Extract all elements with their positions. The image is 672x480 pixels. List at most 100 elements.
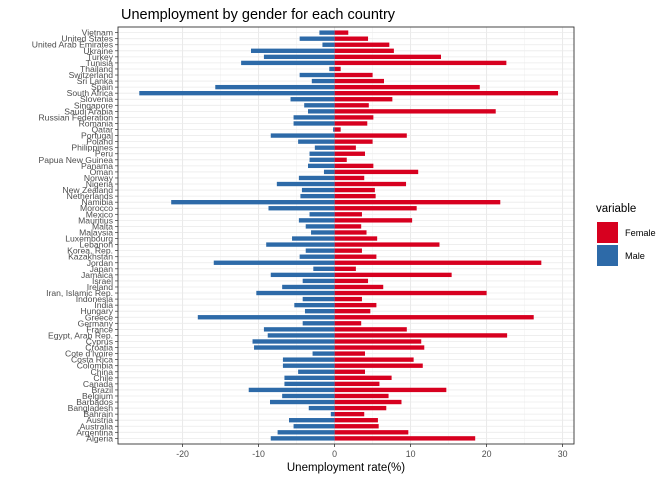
bar-male [171,200,335,205]
grid-minor [220,27,525,444]
bar-female [334,30,349,35]
y-tick-label: Korea, Rep. [67,246,113,256]
x-tick-label: -10 [252,449,265,459]
y-tick-label: Turkey [87,52,114,62]
y-tick-label: Barbados [76,397,113,407]
bar-male [329,66,335,72]
bar-female [334,109,496,114]
bar-male [284,375,335,380]
y-tick-label: Malta [92,221,113,231]
bar-male [289,418,335,423]
y-tick-label: Colombia [77,361,114,371]
bar-female [334,333,508,338]
bar-female [334,84,480,90]
bar-male [197,315,335,320]
y-tick-label: Austria [86,415,113,425]
bar-male [252,339,335,344]
y-tick-label: New Zealand [62,185,113,195]
bar-male [309,151,335,156]
bar-male [282,284,335,290]
y-tick-label: Chile [93,373,113,383]
y-tick-label: Costa Rica [71,355,113,365]
bar-female [334,381,380,387]
bar-male [322,42,335,47]
y-tick-label: Romania [79,118,114,128]
bar-male [270,436,335,441]
bar-female [334,272,452,278]
y-tick-label: Mauritius [78,215,113,225]
bar-male [282,357,335,362]
bar-female [334,78,384,84]
y-tick-label: Slovenia [80,94,113,104]
bar-female [334,145,356,150]
y-tick-label: China [91,367,114,377]
bar-male [293,424,335,429]
bar-male [304,309,335,314]
bar-female [334,157,347,162]
y-tick-label: Papua New Guinea [38,155,113,165]
bar-female [334,387,447,393]
bar-male [312,351,335,356]
bar-female [334,278,369,284]
bar-female [334,418,378,423]
y-tick-label: Iran, Islamic Rep. [46,288,113,298]
y-tick-label: Sri Lanka [77,76,114,86]
y-tick-label: Japan [90,264,114,274]
bar-female [334,60,507,66]
bar-male [293,115,335,120]
y-tick-label: Russian Federation [38,112,113,122]
bar-female [334,357,414,362]
bar-male [302,296,335,302]
bar-male [298,369,335,374]
y-tick-label: Ukraine [83,46,113,56]
x-axis-tick-labels: -20 -10 0 10 20 30 [176,444,568,459]
plot-border [117,26,575,445]
bar-female [334,369,365,374]
bar-female [334,260,542,265]
y-tick-label: Bangladesh [68,403,114,413]
bar-male [290,97,335,102]
bar-male [330,411,335,417]
bar-female [334,42,390,47]
bar-male [241,60,335,66]
bar-female [334,296,362,302]
bar-female [334,121,368,126]
bar-male [268,206,335,211]
y-tick-label: Greece [85,312,113,322]
bar-male [333,127,335,132]
bar-male [282,363,335,368]
bar-male [305,224,335,229]
bar-male [277,430,335,435]
bar-male [304,103,335,108]
y-tick-label: Peru [95,149,113,159]
bar-female [334,103,369,108]
y-tick-label: Vietnam [82,28,113,38]
y-tick-label: Australia [80,421,114,431]
x-tick-label: 30 [558,449,568,459]
bar-female [334,327,407,332]
bar-male [293,121,335,126]
bar-female [334,91,559,96]
y-tick-label: United Arab Emirates [32,40,113,50]
legend-title: variable [596,203,636,215]
bar-male [282,393,335,399]
y-tick-label: Panama [81,161,113,171]
bar-male [215,84,335,90]
y-tick-label: Lebanon [80,240,114,250]
plot-panel [118,27,574,444]
y-tick-label: Algeria [86,433,113,443]
legend-key-female [597,222,618,243]
bar-female [334,339,422,344]
bar-male [139,91,335,96]
y-tick-label: Oman [90,167,114,177]
bar-male [301,187,335,193]
y-tick-label: Singapore [74,100,113,110]
bar-female [334,430,409,435]
bar-female [334,351,365,356]
y-tick-label: South Africa [67,88,114,98]
bar-male [309,212,335,217]
bar-male [299,254,335,259]
y-tick-label: United States [61,34,113,44]
